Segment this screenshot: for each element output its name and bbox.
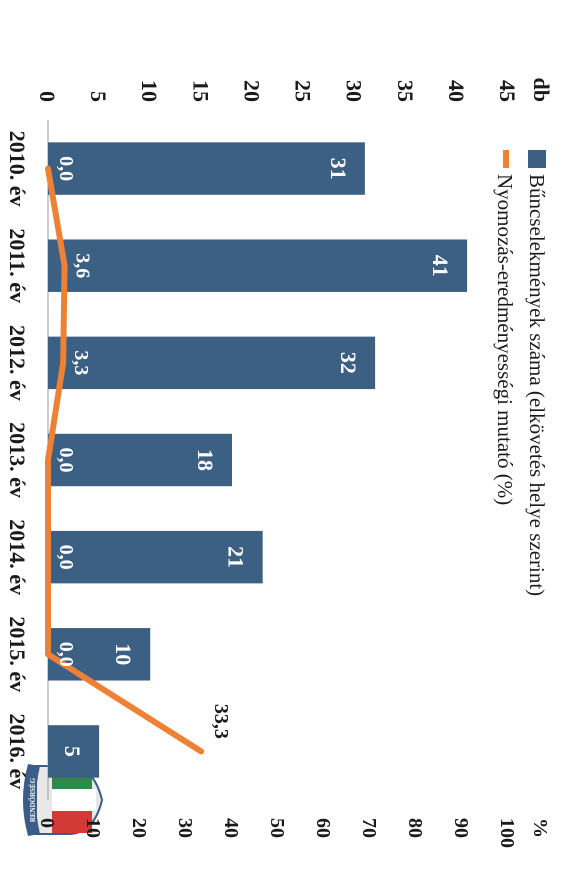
bar-value-label: 18 xyxy=(193,449,218,471)
bar xyxy=(47,530,263,584)
x-axis-category-label: 2014. év xyxy=(5,519,30,595)
line-series-path xyxy=(45,165,205,755)
line-value-label: 0,0 xyxy=(55,545,77,570)
right-axis-tick-label: 60 xyxy=(312,818,334,838)
left-axis-unit: db xyxy=(529,78,554,102)
bar xyxy=(48,725,100,778)
right-axis-tick-label: 0 xyxy=(36,818,58,828)
bar-value-label: 10 xyxy=(111,643,136,665)
bar xyxy=(48,142,365,195)
line-value-label: 0,0 xyxy=(55,448,77,473)
x-axis-category-label: 2010. év xyxy=(5,131,30,207)
logo-stripe-red xyxy=(52,811,92,833)
right-axis-tick-label: 20 xyxy=(128,818,150,838)
x-axis-category-label: 2013. év xyxy=(5,422,30,498)
right-axis-tick-label: 70 xyxy=(358,818,380,838)
bar-value-label: 21 xyxy=(224,546,249,568)
left-axis-tick-label: 0 xyxy=(35,91,60,102)
line-value-label: 3,3 xyxy=(70,350,92,375)
logo-banner xyxy=(23,764,40,836)
x-axis-category-label: 2012. év xyxy=(5,325,30,401)
left-axis-tick-label: 25 xyxy=(291,80,316,102)
logo-text: RENDŐRSÉG xyxy=(29,777,37,822)
x-axis-category-label: 2015. év xyxy=(5,616,30,692)
legend-line-label: Nyomozás-eredményességi mutató (%) xyxy=(493,174,517,505)
bar-value-label: 31 xyxy=(326,158,351,180)
line-value-label: 0,0 xyxy=(55,156,77,181)
right-axis-tick-label: 10 xyxy=(82,818,104,838)
left-axis-tick-label: 45 xyxy=(495,80,520,102)
legend-bar-swatch xyxy=(528,150,546,168)
left-axis-tick-label: 5 xyxy=(86,91,111,102)
left-axis-tick-label: 40 xyxy=(444,80,469,102)
left-axis-tick-label: 10 xyxy=(137,80,162,102)
x-axis-category-label: 2016. év xyxy=(5,714,30,790)
logo-stripe-white xyxy=(52,789,96,811)
line-value-label: 33,3 xyxy=(210,704,232,739)
legend-bar-label: Bűncselekmények száma (elkövetés helye s… xyxy=(525,174,549,596)
bar xyxy=(48,336,376,390)
bar-value-label: 41 xyxy=(428,255,453,277)
right-axis-unit: % xyxy=(529,818,551,838)
bar-value-label: 5 xyxy=(60,746,85,757)
bar xyxy=(48,433,232,487)
police-logo: RENDŐRSÉG xyxy=(23,764,104,836)
x-axis-category-label: 2011. év xyxy=(5,228,30,303)
line-value-label: 3,6 xyxy=(72,253,94,278)
right-axis-tick-label: 50 xyxy=(266,818,288,838)
left-axis-tick-label: 30 xyxy=(342,80,367,102)
left-axis-tick-label: 20 xyxy=(239,80,264,102)
bar-value-label: 32 xyxy=(336,352,361,374)
bar xyxy=(48,239,468,292)
left-axis-tick-label: 35 xyxy=(393,80,418,102)
right-axis-tick-label: 40 xyxy=(220,818,242,838)
left-axis-tick-label: 15 xyxy=(188,80,213,102)
right-axis-tick-label: 100 xyxy=(496,818,518,848)
line-value-label: 0,0 xyxy=(55,642,77,667)
right-axis-tick-label: 80 xyxy=(404,818,426,838)
right-axis-tick-label: 90 xyxy=(450,818,472,838)
right-axis-tick-label: 30 xyxy=(174,818,196,838)
